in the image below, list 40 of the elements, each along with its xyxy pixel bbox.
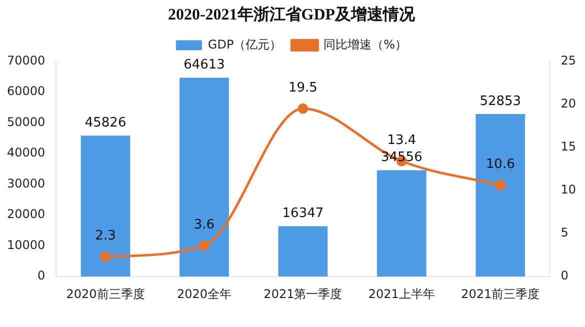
legend-label: GDP（亿元） bbox=[208, 37, 282, 52]
y-tick-label: 0 bbox=[38, 268, 46, 283]
x-tick-label: 2021第一季度 bbox=[264, 286, 342, 301]
y2-tick-label: 15 bbox=[560, 139, 576, 154]
bar bbox=[180, 78, 229, 277]
y-tick-label: 60000 bbox=[6, 84, 46, 98]
data-label: 45826 bbox=[84, 115, 126, 130]
bar bbox=[278, 226, 328, 277]
y-tick-label: 70000 bbox=[6, 53, 46, 68]
data-label: 19.5 bbox=[288, 80, 318, 96]
y2-tick-label: 25 bbox=[560, 53, 576, 68]
bar bbox=[80, 136, 130, 277]
y2-tick-label: 0 bbox=[560, 268, 568, 283]
y-tick-label: 30000 bbox=[6, 176, 46, 190]
point bbox=[100, 252, 111, 262]
bar bbox=[376, 170, 426, 277]
data-label: 10.6 bbox=[486, 157, 515, 172]
point bbox=[495, 180, 506, 191]
data-label: 64613 bbox=[184, 58, 225, 73]
y2-tick-label: 20 bbox=[560, 96, 576, 110]
y-tick-label: 20000 bbox=[6, 207, 46, 222]
data-label: 2.3 bbox=[95, 228, 116, 244]
point bbox=[298, 103, 308, 114]
point bbox=[198, 240, 210, 251]
y-tick-label: 40000 bbox=[6, 146, 46, 160]
bar bbox=[476, 114, 526, 277]
data-label: 16347 bbox=[282, 206, 324, 222]
legend-label: 同比增速（%） bbox=[324, 37, 408, 52]
y-tick-label: 10000 bbox=[6, 238, 46, 252]
y2-tick-label: 5 bbox=[560, 226, 568, 240]
y-tick-label: 50000 bbox=[6, 114, 46, 129]
data-label: 3.6 bbox=[194, 217, 215, 232]
x-tick-label: 2021上半年 bbox=[368, 286, 435, 301]
x-tick-label: 2021前三季度 bbox=[461, 286, 540, 301]
y2-tick-label: 10 bbox=[560, 182, 576, 197]
x-tick-label: 2020全年 bbox=[176, 286, 232, 301]
data-label: 52853 bbox=[480, 94, 522, 109]
data-label: 13.4 bbox=[387, 133, 416, 148]
chart-title: 2020-2021年浙江省GDP及增速情况 bbox=[168, 6, 416, 24]
x-tick-label: 2020前三季度 bbox=[66, 286, 145, 301]
